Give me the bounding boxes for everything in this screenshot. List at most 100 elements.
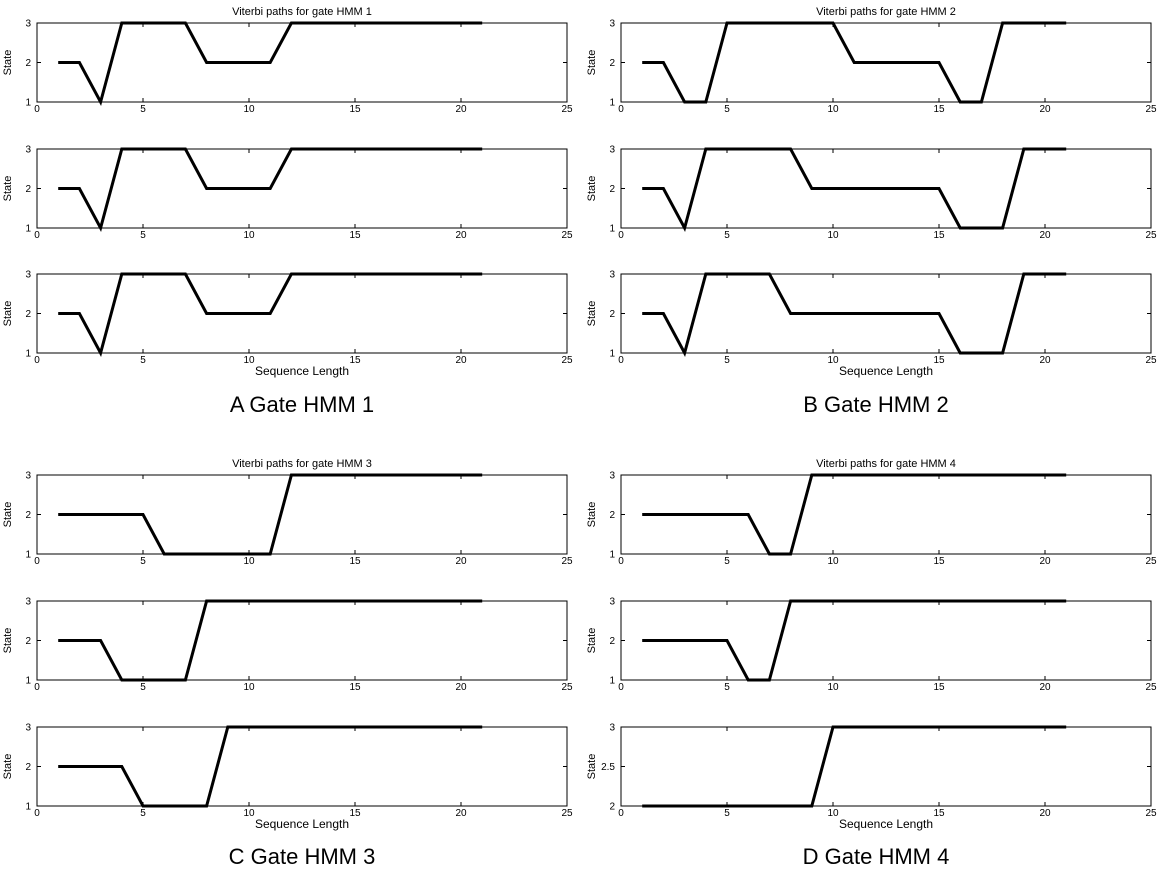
- y-tick-label: 3: [25, 145, 31, 156]
- chart-panel-b: Viterbi paths for gate HMM 20 5 10 15 20 2512…: [586, 6, 1157, 417]
- viterbi-path-line: [58, 21, 483, 107]
- x-tick-label: 0: [34, 104, 40, 115]
- y-tick-label: 3: [609, 597, 615, 608]
- viterbi-path-line: [58, 147, 483, 233]
- x-tick-label: 20: [455, 104, 467, 115]
- x-tick-label: 20: [455, 230, 467, 241]
- x-tick-label: 20: [455, 682, 467, 693]
- y-tick-label: 2: [25, 762, 31, 773]
- y-tick-label: 2: [609, 58, 615, 69]
- x-tick-label: 5: [724, 808, 730, 819]
- y-tick-label: 2: [609, 184, 615, 195]
- y-tick-label: 2: [25, 184, 31, 195]
- x-tick-label: 0: [618, 682, 624, 693]
- x-tick-label: 10: [827, 682, 839, 693]
- x-tick-label: 25: [561, 230, 573, 241]
- y-tick-label: 1: [609, 224, 615, 235]
- y-tick-label: 1: [25, 224, 31, 235]
- y-axis-label: State: [586, 502, 598, 528]
- x-tick-label: 5: [140, 682, 146, 693]
- x-tick-label: 15: [933, 230, 945, 241]
- x-tick-label: 0: [618, 556, 624, 567]
- y-tick-label: 3: [25, 19, 31, 30]
- x-tick-label: 15: [349, 230, 361, 241]
- x-tick-label: 25: [1145, 556, 1157, 567]
- x-tick-label: 5: [724, 682, 730, 693]
- x-tick-label: 20: [1039, 104, 1051, 115]
- panel-caption: C Gate HMM 3: [229, 844, 376, 869]
- x-tick-label: 10: [827, 808, 839, 819]
- x-tick-label: 10: [243, 355, 255, 366]
- x-tick-label: 25: [561, 808, 573, 819]
- x-tick-label: 5: [724, 355, 730, 366]
- subplot-1: 0 5 10 15 20 25 1 2 3 State: [586, 19, 1157, 116]
- y-tick-label: 2: [25, 309, 31, 320]
- x-tick-label: 20: [1039, 556, 1051, 567]
- subplot-2: 0 5 10 15 20 25 1 2 3 State: [2, 597, 573, 694]
- x-tick-label: 0: [34, 355, 40, 366]
- subplot-3: 0 5 10 15 20 25 1 2 3 State Sequence Length: [2, 723, 573, 832]
- x-tick-label: 5: [140, 556, 146, 567]
- x-tick-label: 20: [1039, 682, 1051, 693]
- x-tick-label: 5: [140, 355, 146, 366]
- viterbi-path-line: [58, 725, 483, 808]
- x-tick-label: 5: [724, 230, 730, 241]
- axes-frame: [36, 148, 568, 229]
- chart-panel-a: Viterbi paths for gate HMM 10 5 10 15 20 2512…: [2, 6, 573, 417]
- x-tick-label: 15: [349, 682, 361, 693]
- y-tick-label: 2: [609, 802, 615, 813]
- viterbi-path-line: [58, 599, 483, 682]
- axes-frame: [36, 22, 568, 103]
- x-tick-label: 10: [243, 682, 255, 693]
- y-axis-label: State: [2, 628, 14, 654]
- x-tick-label: 10: [827, 556, 839, 567]
- chart-title: Viterbi paths for gate HMM 4: [816, 458, 956, 470]
- panel-caption: B Gate HMM 2: [803, 392, 948, 417]
- y-tick-label: 1: [25, 98, 31, 109]
- x-tick-label: 15: [349, 808, 361, 819]
- x-axis-label: Sequence Length: [255, 364, 349, 378]
- x-tick-label: 0: [34, 808, 40, 819]
- y-tick-label: 1: [609, 98, 615, 109]
- x-axis-label: Sequence Length: [255, 817, 349, 831]
- panel-caption: A Gate HMM 1: [230, 392, 374, 417]
- x-tick-label: 0: [34, 682, 40, 693]
- y-tick-label: 3: [609, 19, 615, 30]
- y-axis-label: State: [586, 176, 598, 202]
- x-tick-label: 20: [1039, 808, 1051, 819]
- x-tick-label: 15: [349, 355, 361, 366]
- x-tick-label: 25: [1145, 355, 1157, 366]
- y-tick-label: 2: [25, 510, 31, 521]
- x-tick-label: 25: [1145, 104, 1157, 115]
- axes-frame: [36, 273, 568, 354]
- x-tick-label: 15: [933, 104, 945, 115]
- x-tick-label: 10: [243, 556, 255, 567]
- y-axis-label: State: [586, 754, 598, 780]
- x-tick-label: 5: [724, 556, 730, 567]
- x-tick-label: 10: [827, 230, 839, 241]
- x-tick-label: 10: [243, 230, 255, 241]
- y-axis-label: State: [2, 50, 14, 76]
- x-tick-label: 15: [933, 682, 945, 693]
- x-tick-label: 25: [561, 355, 573, 366]
- y-tick-label: 2: [609, 636, 615, 647]
- x-tick-label: 5: [140, 808, 146, 819]
- y-tick-label: 1: [609, 676, 615, 687]
- y-tick-label: 3: [609, 270, 615, 281]
- x-tick-label: 10: [243, 808, 255, 819]
- y-tick-label: 2: [25, 636, 31, 647]
- subplot-1: 0 5 10 15 20 25 1 2 3 State: [586, 471, 1157, 568]
- x-axis-label: Sequence Length: [839, 364, 933, 378]
- x-tick-label: 20: [455, 808, 467, 819]
- y-tick-label: 1: [609, 349, 615, 360]
- x-tick-label: 20: [455, 556, 467, 567]
- x-tick-label: 0: [34, 556, 40, 567]
- viterbi-path-line: [642, 21, 1067, 104]
- y-axis-label: State: [2, 502, 14, 528]
- viterbi-path-line: [58, 473, 483, 556]
- x-tick-label: 20: [1039, 230, 1051, 241]
- y-tick-label: 2: [25, 58, 31, 69]
- x-tick-label: 0: [618, 230, 624, 241]
- x-tick-label: 20: [1039, 355, 1051, 366]
